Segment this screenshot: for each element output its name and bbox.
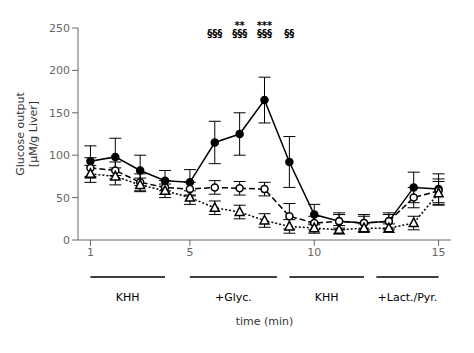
- svg-text:150: 150: [49, 107, 70, 120]
- svg-text:100: 100: [49, 149, 70, 162]
- svg-text:+Glyc.: +Glyc.: [215, 291, 252, 304]
- svg-text:10: 10: [307, 246, 321, 259]
- svg-text:§§§: §§§: [207, 28, 222, 39]
- svg-text:KHH: KHH: [116, 291, 140, 304]
- svg-text:50: 50: [56, 192, 70, 205]
- svg-text:time (min): time (min): [236, 315, 294, 328]
- svg-text:5: 5: [186, 246, 193, 259]
- svg-text:KHH: KHH: [315, 291, 339, 304]
- svg-text:0: 0: [63, 234, 70, 247]
- svg-text:§§§: §§§: [257, 28, 272, 39]
- svg-text:§§: §§: [284, 28, 294, 39]
- svg-text:+Lact./Pyr.: +Lact./Pyr.: [378, 291, 438, 304]
- svg-text:250: 250: [49, 22, 70, 35]
- svg-text:1: 1: [87, 246, 94, 259]
- svg-text:15: 15: [432, 246, 446, 259]
- svg-text:§§§: §§§: [232, 28, 247, 39]
- svg-text:200: 200: [49, 64, 70, 77]
- svg-text:Glucose output[μM/g Liver]: Glucose output[μM/g Liver]: [14, 92, 40, 176]
